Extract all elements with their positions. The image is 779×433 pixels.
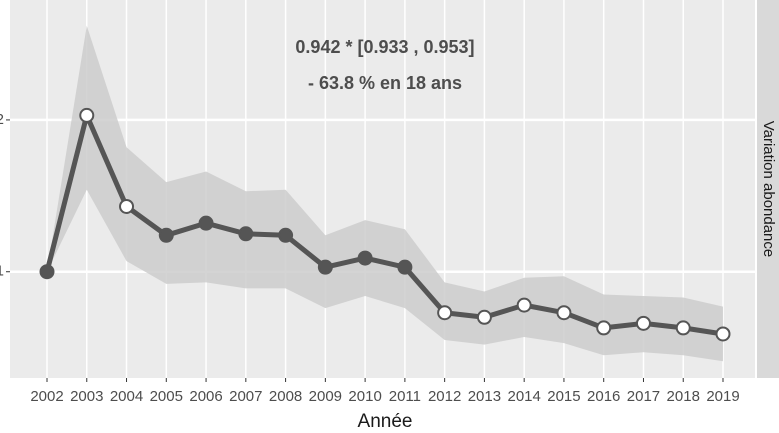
point <box>160 229 173 242</box>
x-tick-label: 2013 <box>468 388 501 405</box>
x-tick-label: 2011 <box>389 388 421 405</box>
point <box>717 327 730 340</box>
y-tick-label: 2 <box>0 111 4 128</box>
point <box>120 200 133 213</box>
x-tick-label: 2016 <box>587 388 620 405</box>
point <box>359 252 372 265</box>
x-axis-title: Année <box>358 411 413 432</box>
x-tick-label: 2019 <box>706 388 739 405</box>
point <box>478 311 491 324</box>
chart: Variation abondance 0.942 * [0.933 , 0.9… <box>0 0 779 433</box>
strip-label: Variation abondance <box>760 121 777 258</box>
x-tick-label: 2009 <box>309 388 342 405</box>
x-tick-label: 2010 <box>348 388 381 405</box>
x-tick-label: 2004 <box>110 388 143 405</box>
point <box>637 317 650 330</box>
x-tick-label: 2012 <box>428 388 461 405</box>
point <box>319 261 332 274</box>
point <box>438 306 451 319</box>
point <box>200 217 213 230</box>
point <box>557 306 570 319</box>
point <box>279 229 292 242</box>
y-tick-label: 1 <box>0 263 4 280</box>
x-tick-label: 2002 <box>30 388 63 405</box>
point <box>518 299 531 312</box>
annotation: 0.942 * [0.933 , 0.953] <box>295 37 474 57</box>
point <box>41 265 54 278</box>
x-tick-label: 2005 <box>150 388 183 405</box>
point <box>239 227 252 240</box>
x-tick-label: 2006 <box>189 388 222 405</box>
point <box>677 321 690 334</box>
point <box>80 109 93 122</box>
x-tick-label: 2003 <box>70 388 103 405</box>
x-tick-label: 2014 <box>507 388 540 405</box>
x-tick-label: 2008 <box>269 388 302 405</box>
point <box>398 261 411 274</box>
x-tick-label: 2015 <box>547 388 580 405</box>
x-tick-label: 2017 <box>627 388 660 405</box>
point <box>597 321 610 334</box>
annotation: - 63.8 % en 18 ans <box>308 73 462 93</box>
x-tick-label: 2018 <box>667 388 700 405</box>
x-tick-label: 2007 <box>229 388 262 405</box>
